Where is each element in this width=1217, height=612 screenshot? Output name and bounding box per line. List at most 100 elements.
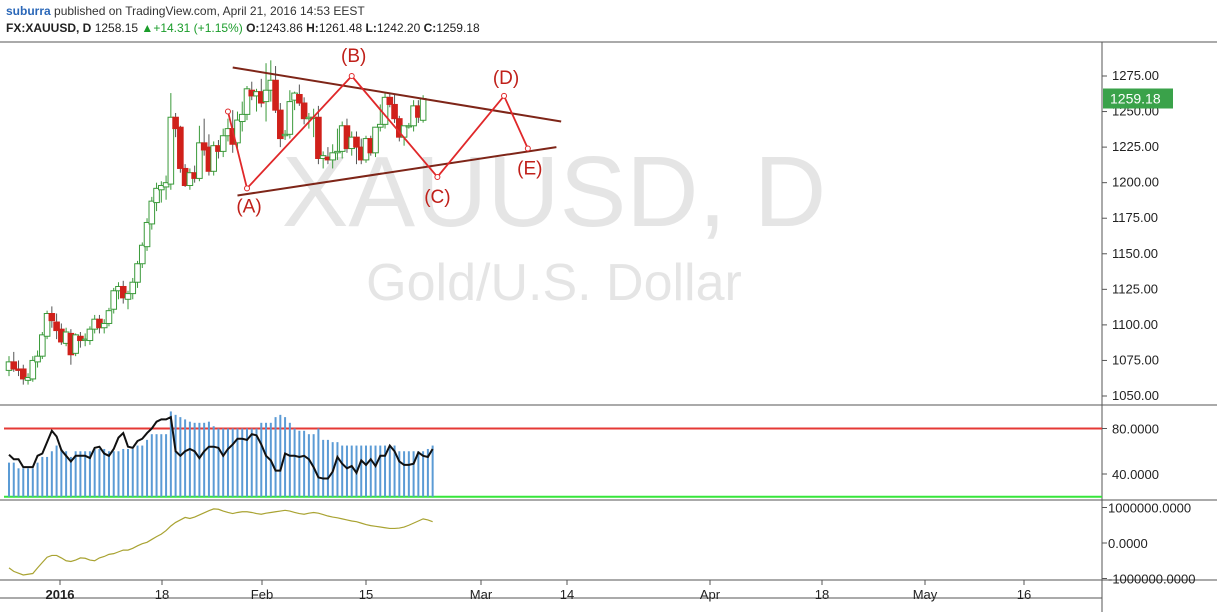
time-tick-label: 2016	[46, 587, 75, 602]
volume-bar	[169, 411, 172, 497]
price-tick-label: 1100.00	[1112, 317, 1158, 332]
volume-bar	[231, 428, 234, 497]
candle	[243, 88, 251, 115]
volume-bar	[203, 422, 206, 497]
candle	[386, 96, 394, 105]
volume-bar	[398, 451, 401, 497]
volume-bar	[412, 451, 415, 497]
volume-bar	[12, 462, 15, 497]
volume-bar	[146, 439, 149, 497]
volume-bar	[74, 451, 77, 497]
wave-point	[348, 73, 355, 79]
price-tick-label: 1225.00	[1112, 139, 1159, 154]
candle	[262, 89, 270, 103]
price-tick-label: 1050.00	[1112, 388, 1159, 403]
volume-bar	[250, 428, 253, 497]
candle	[48, 313, 56, 322]
wave-point	[244, 185, 250, 192]
volume-bar	[431, 445, 434, 497]
change-value: +14.31 (+1.15%)	[153, 21, 243, 35]
candle	[34, 355, 41, 363]
candle	[315, 116, 322, 159]
volume-bar	[255, 428, 258, 497]
volume-bar	[379, 445, 382, 497]
volume-bar	[384, 445, 387, 497]
volume-bar	[88, 451, 91, 497]
volume-bar	[369, 445, 372, 497]
wave-label: (A)	[236, 196, 261, 217]
volume-bar	[174, 414, 177, 497]
volume-bar	[260, 422, 263, 497]
candle	[148, 200, 156, 225]
candle	[19, 368, 27, 380]
wave-path	[227, 74, 529, 191]
candle	[329, 152, 336, 161]
volume-bar	[241, 428, 244, 497]
volume-bar	[407, 451, 410, 497]
candle	[119, 285, 127, 299]
volume-bar	[288, 422, 291, 497]
candle	[372, 126, 379, 154]
wave-label: (E)	[517, 159, 542, 180]
volume-bar	[50, 451, 53, 497]
candle	[286, 101, 294, 135]
candle	[419, 97, 427, 121]
chart-header: suburra published on TradingView.com, Ap…	[0, 0, 1217, 40]
candle	[196, 142, 203, 179]
candle	[53, 321, 60, 332]
volume-bar	[265, 422, 268, 497]
volume-bar	[222, 428, 225, 497]
candle	[300, 102, 308, 120]
volume-bar	[165, 434, 168, 497]
wave-label: (D)	[493, 68, 519, 89]
volume-bar	[41, 456, 44, 497]
volume-bar	[298, 430, 301, 497]
volume-bar	[84, 451, 87, 497]
time-tick-label: Mar	[470, 587, 493, 602]
osc-tick-label: 40.0000	[1112, 467, 1159, 482]
oscillator-pane[interactable]	[4, 411, 1102, 498]
oscillator-line	[8, 415, 434, 480]
volume-bar	[217, 428, 220, 497]
watermark: XAUUSD, D Gold/U.S. Dollar	[282, 136, 827, 312]
time-tick-label: 18	[815, 587, 829, 602]
candle	[124, 293, 132, 300]
volume-bar	[226, 428, 229, 497]
open-label: O:	[246, 21, 260, 35]
candle	[281, 133, 289, 137]
author-link[interactable]: suburra	[6, 4, 51, 18]
trendline-lower	[237, 146, 557, 197]
price-pane[interactable]: (A) (B) (C) (D) (E)	[5, 46, 562, 385]
volume-bar	[112, 451, 115, 497]
candle	[210, 145, 217, 172]
volume-bar	[107, 451, 110, 497]
wave-point	[524, 145, 531, 152]
low-value: 1242.20	[376, 21, 421, 35]
accumulation-pane[interactable]	[8, 508, 433, 576]
volume-bar	[117, 451, 120, 497]
open-value: 1243.86	[259, 21, 303, 35]
volume-bar	[103, 448, 106, 497]
candle	[100, 322, 108, 329]
volume-bar	[69, 456, 72, 497]
volume-bar	[98, 448, 101, 497]
volume-bar	[131, 448, 134, 497]
high-value: 1261.48	[318, 21, 363, 35]
watermark-symbol: XAUUSD, D	[282, 136, 827, 248]
volume-bar	[193, 422, 196, 497]
candle	[110, 290, 118, 310]
candle	[353, 136, 360, 148]
candle	[391, 103, 398, 120]
price-tick-label: 1275.00	[1112, 68, 1159, 83]
volume-bar	[341, 445, 344, 497]
volume-bar	[184, 419, 187, 497]
last-price-label: 1259.18	[1110, 90, 1161, 106]
price-tick-label: 1200.00	[1112, 175, 1159, 190]
candle	[43, 313, 51, 337]
candle	[219, 135, 227, 152]
volume-bar	[212, 426, 215, 497]
volume-bar	[345, 445, 348, 497]
candle	[134, 263, 141, 283]
candle	[86, 328, 94, 342]
